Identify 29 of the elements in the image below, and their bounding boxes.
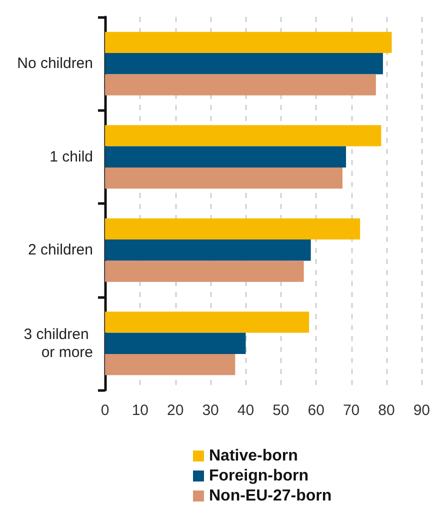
bar [105,312,310,333]
bar [105,125,382,146]
bar [105,332,246,354]
x-tick-label: 80 [378,402,395,419]
bar [105,167,342,189]
x-tick-label: 30 [202,402,219,419]
y-tick-label: 1 child [50,148,93,166]
legend-label: Foreign-born [209,468,309,484]
bar [105,32,392,54]
bar [105,146,346,168]
x-tick-label: 50 [272,402,290,419]
y-tick-label: No children [17,55,93,72]
y-tick-label: 3 children or more [24,326,93,361]
x-tick-label: 10 [132,402,149,419]
legend-label: Native-born [209,448,298,464]
bar [105,53,383,74]
legend-label: Non-EU-27-born [209,488,332,504]
bar [105,354,236,376]
bar [105,260,304,282]
bar [105,74,376,96]
bar [105,218,360,240]
x-tick-label: 20 [167,402,184,419]
y-tick-label: 2 children [28,242,93,259]
x-tick-label: 90 [413,402,430,419]
x-tick-label: 70 [342,402,360,419]
x-tick-label: 0 [100,402,110,419]
x-tick-label: 40 [237,402,254,419]
x-tick-label: 60 [308,402,324,419]
bar [105,240,311,261]
